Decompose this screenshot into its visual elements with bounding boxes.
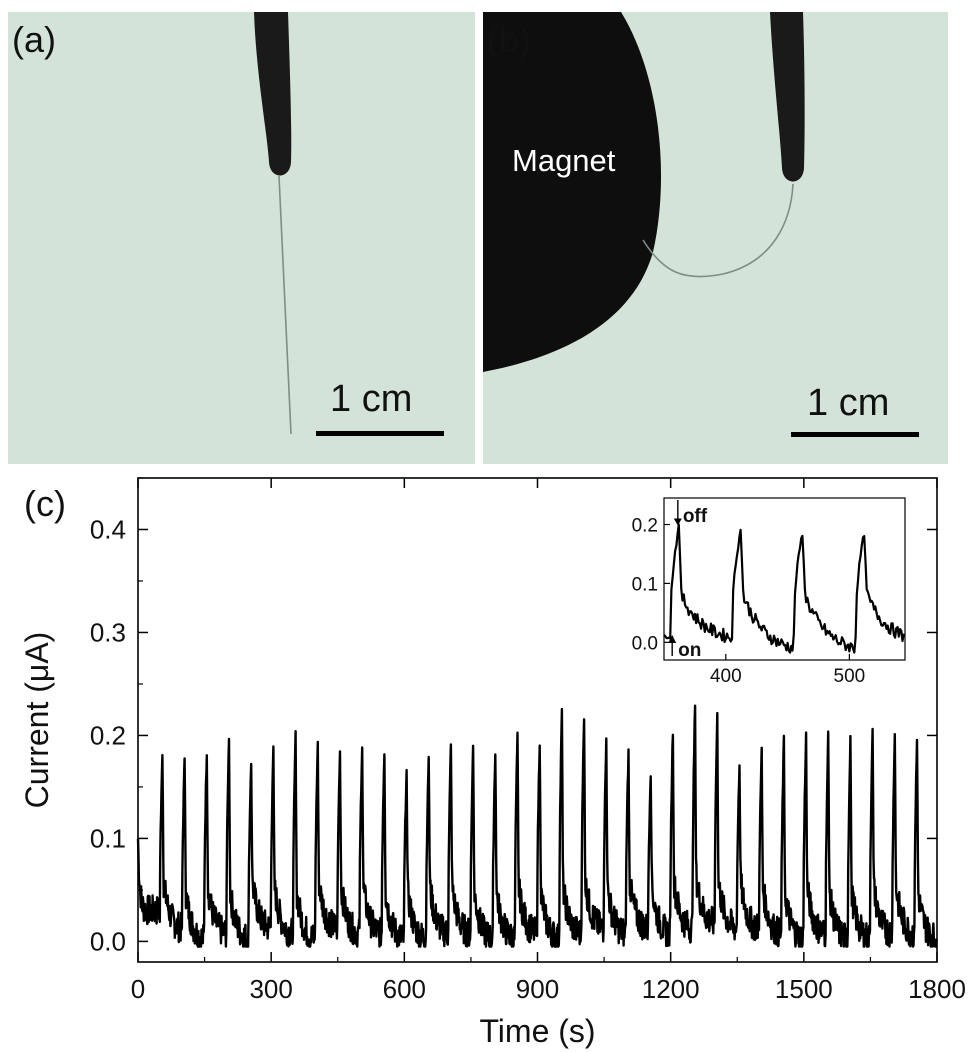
current-time-chart: 0 300 600 900 1200 1500 1800 0.0 0.1 0.2 0.3 0.4 Tim…	[19, 477, 966, 1049]
x-tick-label: 1800	[908, 974, 966, 1004]
photo-panel-b: (b) Magnet 1 cm	[483, 12, 948, 464]
panel-label-b: (b)	[487, 19, 531, 60]
inset-trace	[663, 523, 905, 654]
on-annotation: on	[678, 640, 701, 661]
on-arrow-head	[668, 635, 677, 643]
x-tick-label: 1200	[642, 974, 700, 1004]
inset-x-tick-label: 500	[834, 666, 866, 687]
main-plot-area: 0 300 600 900 1200 1500 1800 0.0 0.1 0.2 0.3 0.4 Tim…	[19, 477, 966, 1049]
x-axis-label: Time (s)	[479, 1013, 595, 1049]
panel-label-a: (a)	[12, 19, 56, 60]
inset-plot-area: 400 500 0.0 0.1 0.2 off on	[632, 497, 906, 687]
photo-a-drawing	[254, 12, 292, 435]
fiber	[278, 175, 292, 435]
magnet	[483, 12, 662, 372]
x-tick-label: 900	[516, 974, 559, 1004]
electrode-tip	[770, 12, 805, 182]
inset-x-tick-label: 400	[710, 666, 742, 687]
y-tick-label: 0.4	[90, 514, 126, 544]
y-tick-label: 0.1	[90, 823, 126, 853]
x-tick-label: 600	[383, 974, 426, 1004]
off-arrow-head	[673, 518, 682, 526]
electrode-tip	[254, 12, 292, 176]
scale-bar-b	[791, 432, 919, 437]
y-tick-label: 0.3	[90, 617, 126, 647]
panel-label-c: (c)	[24, 483, 66, 524]
x-tick-label: 0	[131, 974, 145, 1004]
inset-y-tick-label: 0.1	[632, 574, 658, 595]
scale-bar-label-b: 1 cm	[807, 382, 890, 424]
magnet-label: Magnet	[512, 143, 616, 178]
y-tick-label: 0.2	[90, 720, 126, 750]
current-trace	[136, 704, 938, 948]
x-tick-label: 1500	[775, 974, 833, 1004]
photo-b-drawing	[483, 12, 805, 372]
scale-bar-label-a: 1 cm	[330, 378, 413, 420]
fiber	[642, 183, 794, 278]
inset-frame	[663, 497, 906, 661]
y-axis-label: Current (μA)	[19, 632, 55, 809]
inset-y-tick-label: 0.0	[632, 633, 658, 654]
y-tick-label: 0.0	[90, 926, 126, 956]
x-tick-label: 300	[249, 974, 292, 1004]
photo-panel-a: (a) 1 cm	[8, 12, 475, 464]
off-annotation: off	[683, 506, 708, 527]
inset-y-tick-label: 0.2	[632, 516, 658, 537]
scale-bar-a	[316, 431, 444, 436]
